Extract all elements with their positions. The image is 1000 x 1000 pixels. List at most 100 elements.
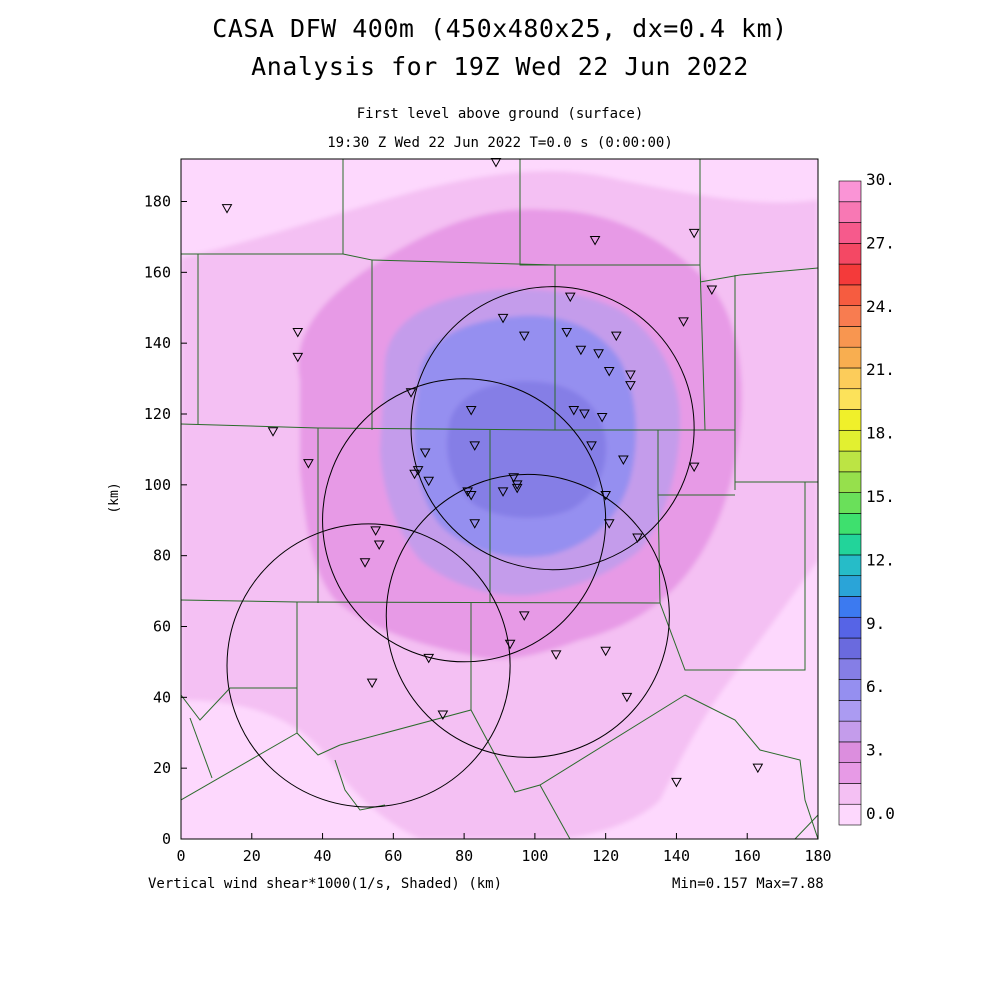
colorbar-swatch xyxy=(838,616,862,639)
colorbar-swatch xyxy=(838,201,862,223)
colorbar-swatch xyxy=(838,554,862,577)
x-tick-label: 180 xyxy=(804,847,831,865)
y-tick-label: 140 xyxy=(144,334,171,352)
colorbar-swatch xyxy=(838,575,862,597)
station-marker xyxy=(625,370,636,381)
colorbar-swatch xyxy=(838,243,862,265)
station-marker xyxy=(518,611,530,621)
y-axis-label: (km) xyxy=(107,482,122,513)
colorbar-swatch xyxy=(838,471,862,493)
colorbar-swatch xyxy=(838,305,862,327)
colorbar-labels: 0.0 3. 6. 9. 12. 15. 18. 21. 24. 27. 30. xyxy=(866,170,895,823)
colorbar-label: 18. xyxy=(866,424,895,443)
colorbar-swatch xyxy=(838,803,862,826)
station-marker xyxy=(373,540,385,551)
station-marker xyxy=(671,777,682,788)
station-marker xyxy=(469,519,481,529)
colorbar-label: 12. xyxy=(866,550,895,569)
station-marker xyxy=(504,639,516,650)
station-marker xyxy=(600,646,612,657)
y-tick-label: 160 xyxy=(144,263,171,281)
colorbar-label: 6. xyxy=(866,677,885,696)
min-max-readout: Min=0.157 Max=7.88 xyxy=(672,876,824,892)
station-marker xyxy=(508,473,520,483)
station-marker xyxy=(678,317,689,327)
colorbar-label: 21. xyxy=(866,360,895,379)
colorbar-label: 15. xyxy=(866,487,895,506)
colorbar-swatch xyxy=(838,429,862,452)
colorbar-swatch xyxy=(838,346,862,369)
y-tick-label: 20 xyxy=(153,759,171,777)
station-marker xyxy=(497,487,509,497)
x-tick-label: 160 xyxy=(734,847,761,865)
colorbar-swatch xyxy=(838,326,862,348)
station-marker xyxy=(600,490,612,501)
y-axis: 0 20 40 60 80 100 120 140 160 180 xyxy=(144,193,187,848)
y-tick-label: 100 xyxy=(144,476,171,494)
colorbar-swatch xyxy=(838,783,862,805)
station-marker xyxy=(632,533,643,543)
x-axis-label: (km) xyxy=(468,876,503,892)
station-marker xyxy=(423,476,435,487)
y-tick-label: 0 xyxy=(162,830,171,848)
station-marker xyxy=(465,490,477,501)
station-marker xyxy=(625,381,636,391)
field-description: Vertical wind shear*1000(1/s, Shaded) (k… xyxy=(148,876,502,892)
colorbar-swatch xyxy=(838,637,862,660)
x-tick-label: 40 xyxy=(314,847,332,865)
colorbar-swatch xyxy=(838,450,862,473)
station-marker xyxy=(518,331,530,342)
title-line-2: Analysis for 19Z Wed 22 Jun 2022 xyxy=(251,52,749,81)
subtitle-time: 19:30 Z Wed 22 Jun 2022 T=0.0 s (0:00:00… xyxy=(327,135,673,151)
station-marker xyxy=(511,483,523,494)
station-marker xyxy=(610,331,622,342)
colorbar-swatch xyxy=(838,222,862,244)
x-tick-label: 140 xyxy=(663,847,690,865)
x-tick-label: 0 xyxy=(176,847,185,865)
x-tick-label: 100 xyxy=(521,847,548,865)
x-tick-label: 120 xyxy=(592,847,619,865)
station-marker xyxy=(359,558,371,568)
station-marker xyxy=(621,692,633,703)
colorbar-label: 24. xyxy=(866,297,895,316)
station-marker xyxy=(370,526,381,536)
y-tick-label: 180 xyxy=(144,193,171,211)
y-tick-label: 60 xyxy=(153,618,171,636)
colorbar-swatch xyxy=(838,720,862,743)
colorbar-swatch xyxy=(838,658,862,680)
colorbar-swatch xyxy=(838,367,862,390)
shear-contour-level-5 xyxy=(447,381,607,518)
colorbar-swatch xyxy=(838,533,862,556)
radar-ring-4 xyxy=(226,523,511,808)
station-marker xyxy=(596,413,608,423)
colorbar-swatch xyxy=(838,700,862,722)
colorbar-swatch xyxy=(838,741,862,763)
station-marker xyxy=(292,328,304,338)
station-marker xyxy=(437,710,449,721)
colorbar-swatch xyxy=(838,388,862,410)
colorbar xyxy=(838,180,862,826)
colorbar-swatch xyxy=(838,180,862,203)
station-marker xyxy=(575,345,587,356)
station-marker xyxy=(550,650,562,660)
field-label: Vertical wind shear*1000(1/s, Shaded) xyxy=(148,876,460,892)
radar-ring-1 xyxy=(410,286,695,571)
station-marker xyxy=(752,763,764,774)
colorbar-swatch xyxy=(838,409,862,431)
colorbar-swatch xyxy=(838,263,862,286)
station-marker xyxy=(469,441,481,451)
colorbar-swatch xyxy=(838,492,862,514)
station-marker xyxy=(618,455,629,466)
station-marker xyxy=(303,459,314,469)
colorbar-label: 0.0 xyxy=(866,804,895,823)
radar-ring-3 xyxy=(385,473,670,758)
y-tick-label: 80 xyxy=(153,547,171,565)
plot-frame xyxy=(180,158,819,840)
colorbar-label: 9. xyxy=(866,614,885,633)
station-marker xyxy=(423,653,435,664)
station-marker xyxy=(603,367,615,377)
station-marker xyxy=(589,235,601,246)
station-marker xyxy=(688,228,700,239)
station-marker xyxy=(497,313,509,324)
station-marker xyxy=(405,388,417,398)
